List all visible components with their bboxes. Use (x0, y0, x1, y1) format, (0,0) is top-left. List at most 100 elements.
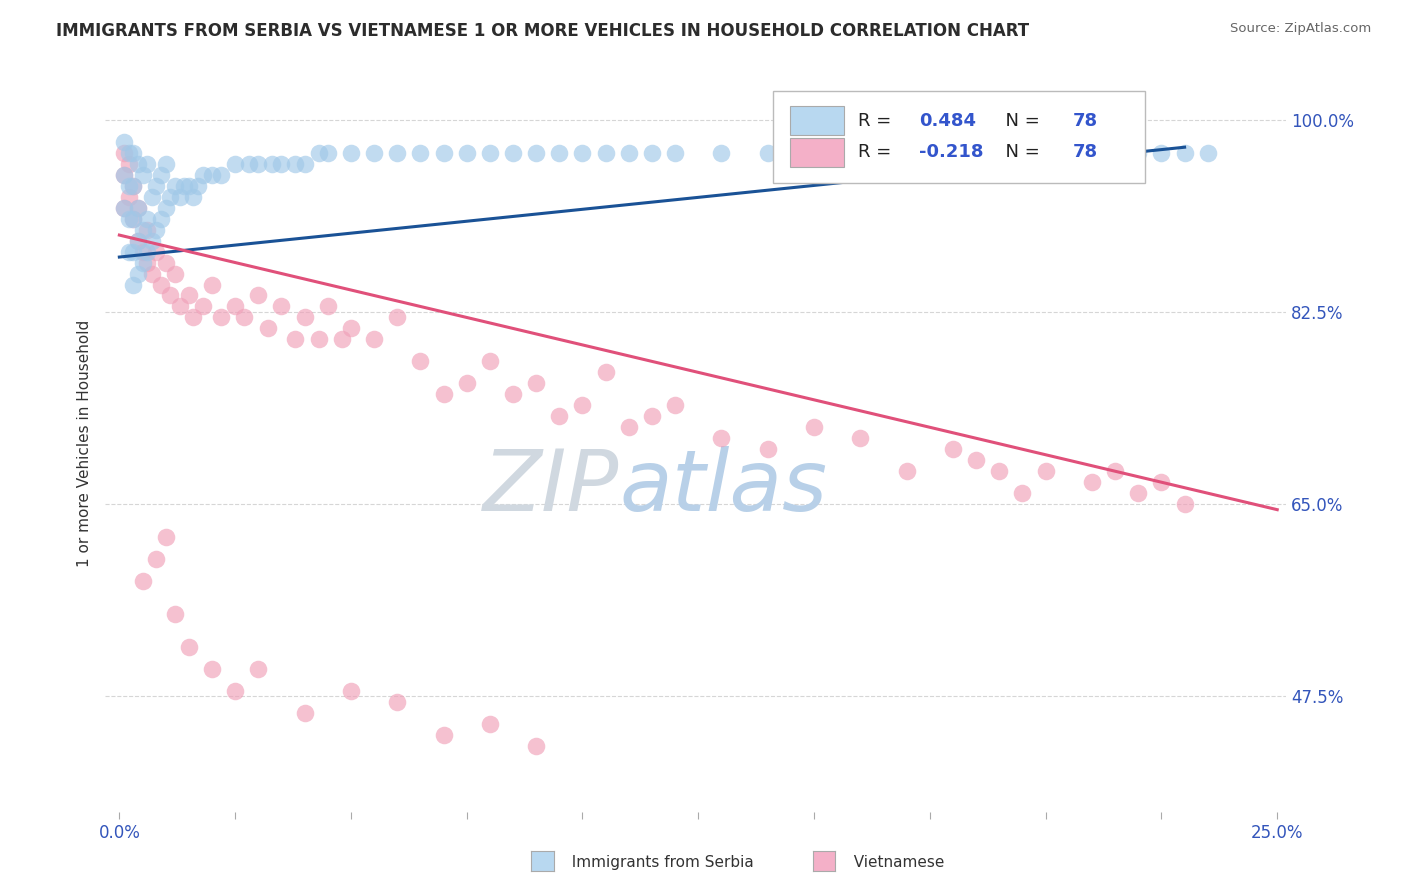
Point (988, 145, 1011, 160)
Point (548, 409, 571, 424)
Text: N =: N = (994, 112, 1045, 130)
Point (155, 255, 177, 269)
Point (294, 157, 316, 171)
Point (316, 300, 339, 314)
Point (145, 222, 167, 236)
Point (136, 255, 159, 269)
Point (896, 145, 918, 160)
Point (117, 178, 139, 193)
Point (1128, 486, 1150, 500)
Point (155, 530, 177, 544)
Point (803, 420, 825, 434)
Point (127, 234, 149, 248)
Point (122, 145, 145, 160)
Point (1104, 145, 1126, 160)
Point (131, 574, 153, 588)
Point (387, 310, 409, 325)
Point (641, 409, 664, 424)
Point (145, 552, 167, 566)
Point (409, 145, 432, 160)
Point (201, 277, 224, 292)
Point (849, 145, 872, 160)
Point (155, 201, 177, 215)
Point (256, 321, 278, 335)
Point (127, 267, 149, 281)
Text: -0.218: -0.218 (920, 144, 984, 161)
Point (1011, 486, 1033, 500)
Point (117, 157, 139, 171)
Point (284, 157, 307, 171)
Point (117, 244, 139, 259)
Point (233, 310, 256, 325)
Point (387, 145, 409, 160)
Point (238, 157, 260, 171)
Point (988, 464, 1011, 478)
Text: ZIP: ZIP (482, 446, 619, 530)
Point (145, 244, 167, 259)
Point (1174, 497, 1197, 511)
Point (131, 244, 153, 259)
Point (247, 662, 270, 676)
Point (524, 145, 547, 160)
Point (163, 267, 186, 281)
Point (247, 157, 270, 171)
Point (155, 157, 177, 171)
Point (136, 157, 159, 171)
Point (363, 145, 385, 160)
Point (524, 739, 547, 753)
Point (1081, 145, 1104, 160)
Point (122, 211, 145, 226)
Point (363, 333, 385, 347)
Point (150, 277, 173, 292)
Bar (790, 106, 844, 136)
Point (284, 333, 307, 347)
Point (145, 178, 167, 193)
Point (122, 178, 145, 193)
Point (849, 431, 872, 445)
Point (1174, 145, 1197, 160)
Point (112, 168, 135, 182)
Point (756, 442, 779, 457)
Text: N =: N = (994, 144, 1045, 161)
Point (432, 145, 454, 160)
Point (117, 145, 139, 160)
Point (340, 145, 363, 160)
Point (136, 211, 159, 226)
Point (340, 684, 363, 698)
Point (141, 234, 163, 248)
Point (502, 387, 524, 401)
Point (122, 178, 145, 193)
Point (141, 267, 163, 281)
Point (127, 234, 149, 248)
Point (169, 189, 191, 203)
Text: atlas: atlas (619, 446, 827, 530)
Point (112, 168, 135, 182)
Point (294, 310, 316, 325)
Point (141, 189, 163, 203)
Point (127, 157, 149, 171)
Point (1150, 145, 1173, 160)
Point (387, 695, 409, 709)
Point (112, 145, 135, 160)
Point (191, 168, 214, 182)
Text: 0.484: 0.484 (920, 112, 976, 130)
Point (456, 145, 478, 160)
Point (224, 157, 246, 171)
Point (308, 145, 330, 160)
Point (308, 333, 330, 347)
Text: IMMIGRANTS FROM SERBIA VS VIETNAMESE 1 OR MORE VEHICLES IN HOUSEHOLD CORRELATION: IMMIGRANTS FROM SERBIA VS VIETNAMESE 1 O… (56, 22, 1029, 40)
Point (710, 145, 733, 160)
Point (131, 255, 153, 269)
Point (756, 145, 779, 160)
Point (173, 178, 195, 193)
Point (224, 684, 246, 698)
Point (270, 300, 292, 314)
Text: 78: 78 (1073, 112, 1098, 130)
Point (127, 201, 149, 215)
Point (117, 189, 139, 203)
Text: Source: ZipAtlas.com: Source: ZipAtlas.com (1230, 22, 1371, 36)
Point (432, 728, 454, 742)
Point (224, 300, 246, 314)
Point (965, 453, 987, 467)
Point (617, 145, 640, 160)
